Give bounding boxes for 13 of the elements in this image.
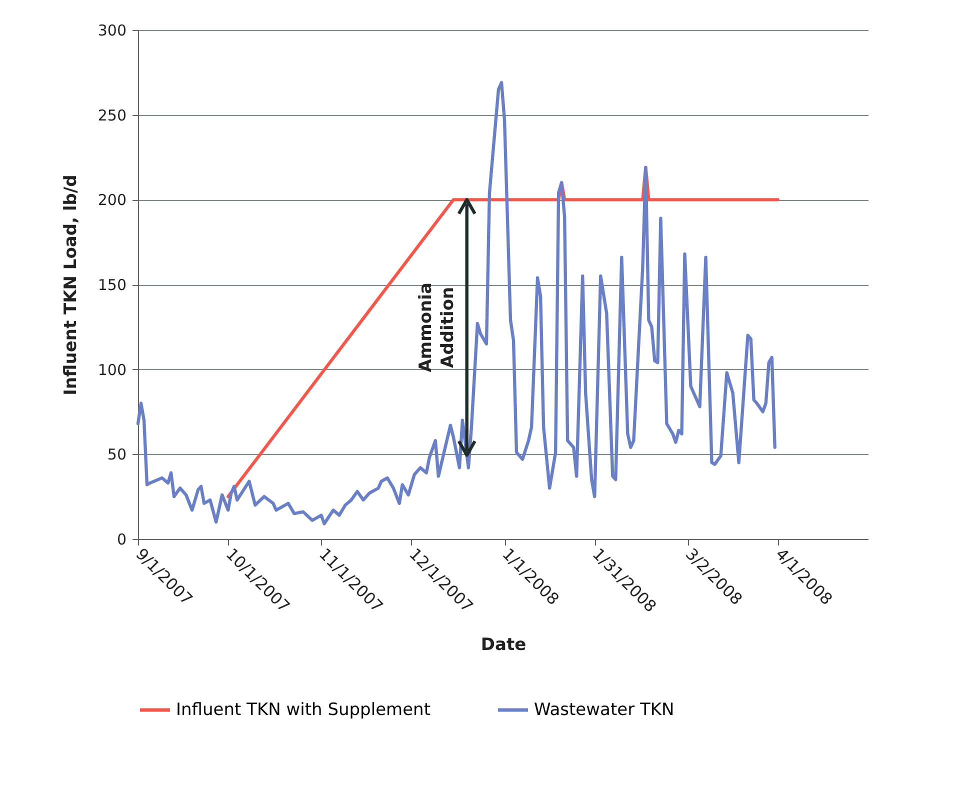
y-tick-label: 150 — [98, 276, 126, 294]
legend-label: Wastewater TKN — [534, 700, 674, 720]
y-tick-label: 0 — [116, 530, 126, 548]
y-tick-label: 200 — [98, 191, 126, 210]
y-tick-label: 50 — [107, 446, 126, 464]
legend-label: Influent TKN with Supplement — [176, 700, 431, 720]
x-axis-title: Date — [480, 635, 526, 656]
annotation: Ammonia Addition — [416, 282, 458, 372]
y-axis-title: Influent TKN Load, lb/d — [60, 174, 81, 396]
y-tick-label: 100 — [98, 360, 126, 379]
line-series — [136, 80, 776, 526]
y-tick-label: 250 — [98, 106, 126, 124]
y-tick-label: 300 — [98, 22, 126, 40]
